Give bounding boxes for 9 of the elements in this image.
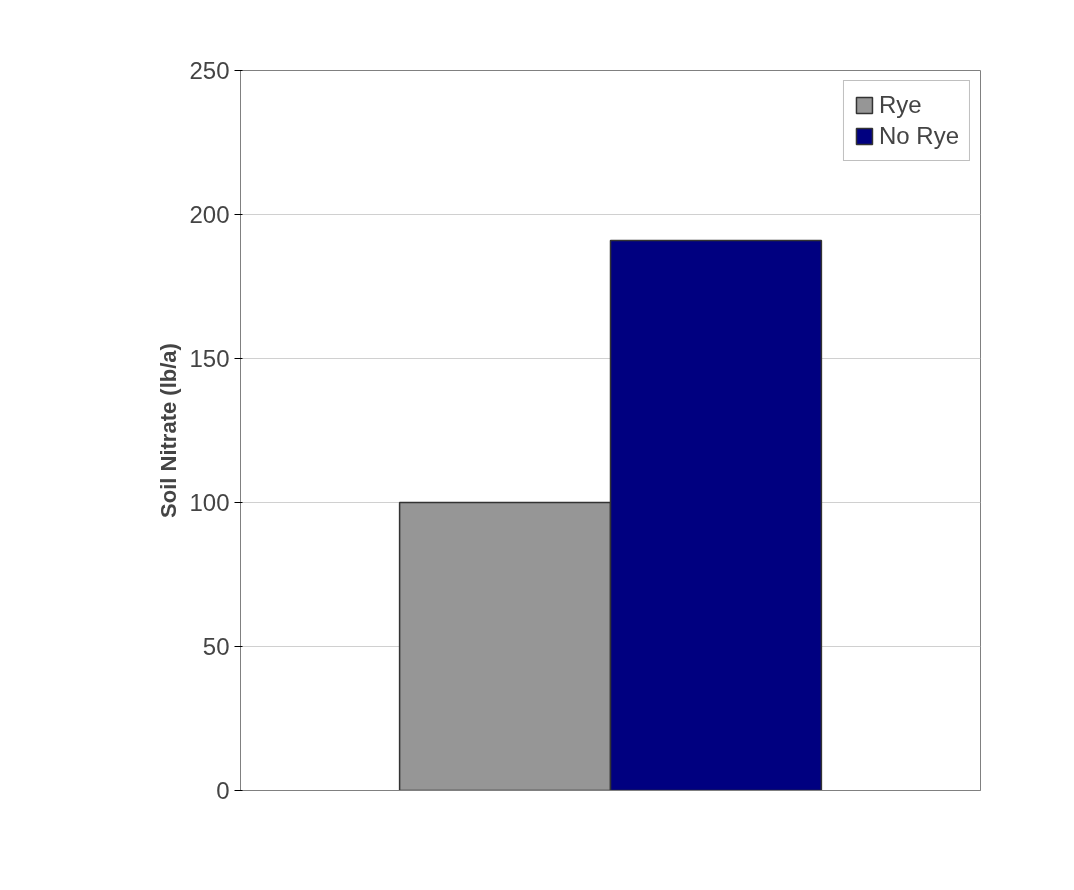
y-tick-label: 250 — [189, 57, 230, 84]
y-axis-title: Soil Nitrate (lb/a) — [156, 343, 182, 518]
y-tick-label: 200 — [189, 201, 230, 228]
y-tick-label: 0 — [216, 777, 230, 804]
y-tick-label: 50 — [202, 633, 230, 660]
y-tick-label: 150 — [189, 345, 230, 372]
y-tick-label: 100 — [189, 489, 230, 516]
legend-label: Rye — [878, 91, 922, 119]
legend-label: No Rye — [878, 122, 959, 150]
